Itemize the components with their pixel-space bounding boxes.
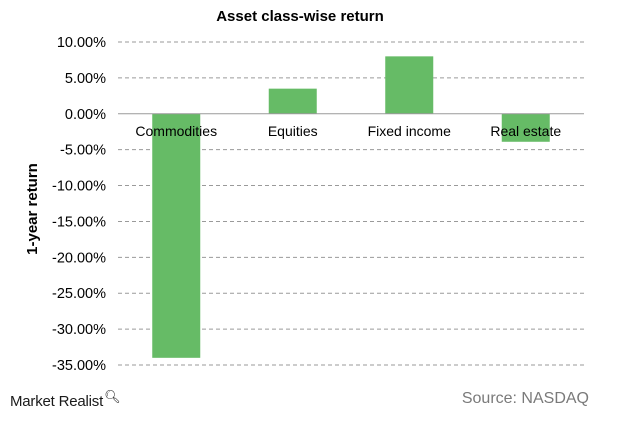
category-label: Real estate [490, 123, 561, 139]
bar [268, 88, 317, 114]
logo-text: Market Realist [10, 393, 104, 410]
y-tick-label: 5.00% [65, 71, 106, 87]
category-labels: Commodities Equities Fixed income Real esta… [135, 123, 561, 139]
y-tick-label: -15.00% [52, 214, 106, 230]
y-tick-label: -10.00% [52, 179, 106, 195]
category-label: Commodities [135, 123, 217, 139]
category-label: Equities [268, 123, 318, 139]
bars [152, 56, 550, 358]
y-tick-label: -25.00% [52, 286, 106, 302]
bar [385, 56, 434, 114]
magnifier-icon: 🔍︎ [104, 388, 121, 404]
bar [501, 113, 550, 142]
y-tick-label: -5.00% [60, 143, 106, 159]
y-tick-label: -20.00% [52, 250, 106, 266]
market-realist-logo: Market Realist 🔍︎ [10, 389, 121, 411]
y-tick-label: 0.00% [65, 107, 106, 123]
chart-title: Asset class-wise return [216, 8, 384, 25]
bar [152, 113, 201, 358]
source-note: Source: NASDAQ [461, 390, 589, 407]
y-tick-labels: 10.00% 5.00% 0.00% -5.00% -10.00% -15.00% -20.… [52, 35, 106, 374]
y-tick-label: -35.00% [52, 358, 106, 374]
category-label: Fixed income [368, 123, 451, 139]
y-axis-label: 1-year return [24, 163, 41, 255]
y-tick-label: 10.00% [57, 35, 106, 51]
y-tick-label: -30.00% [52, 322, 106, 338]
